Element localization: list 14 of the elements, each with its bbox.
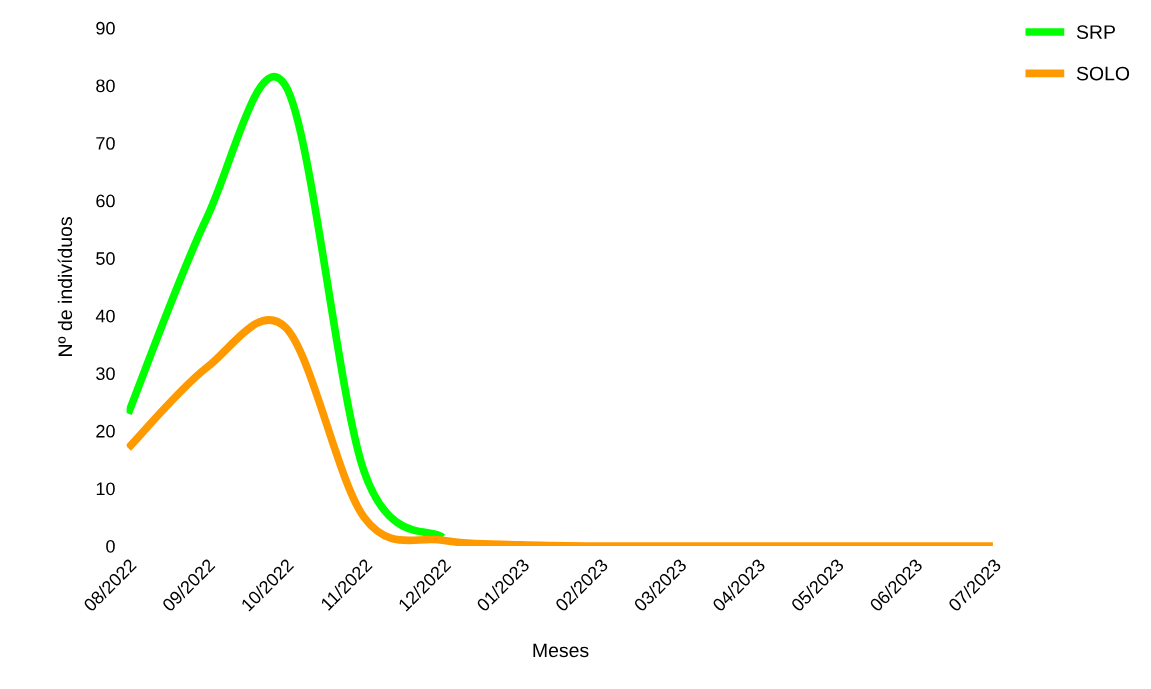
y-tick-label: 70 — [96, 136, 115, 150]
y-tick-label: 50 — [96, 252, 115, 265]
y-tick-label: 80 — [96, 79, 115, 93]
y-tick-label: 10 — [96, 482, 115, 496]
x-axis-title: Meses — [533, 643, 589, 658]
y-tick-label: 0 — [106, 539, 115, 553]
y-tick-label: 20 — [96, 424, 115, 438]
y-tick-label: 40 — [95, 309, 115, 323]
y-tick-label: 30 — [96, 367, 115, 381]
legend-label: SRP — [1076, 25, 1115, 39]
legend-label: SOLO — [1076, 66, 1130, 81]
y-axis-title: Nº de indivíduos — [57, 217, 73, 356]
y-tick-label: 90 — [96, 21, 115, 35]
y-tick-label: 60 — [96, 194, 115, 208]
